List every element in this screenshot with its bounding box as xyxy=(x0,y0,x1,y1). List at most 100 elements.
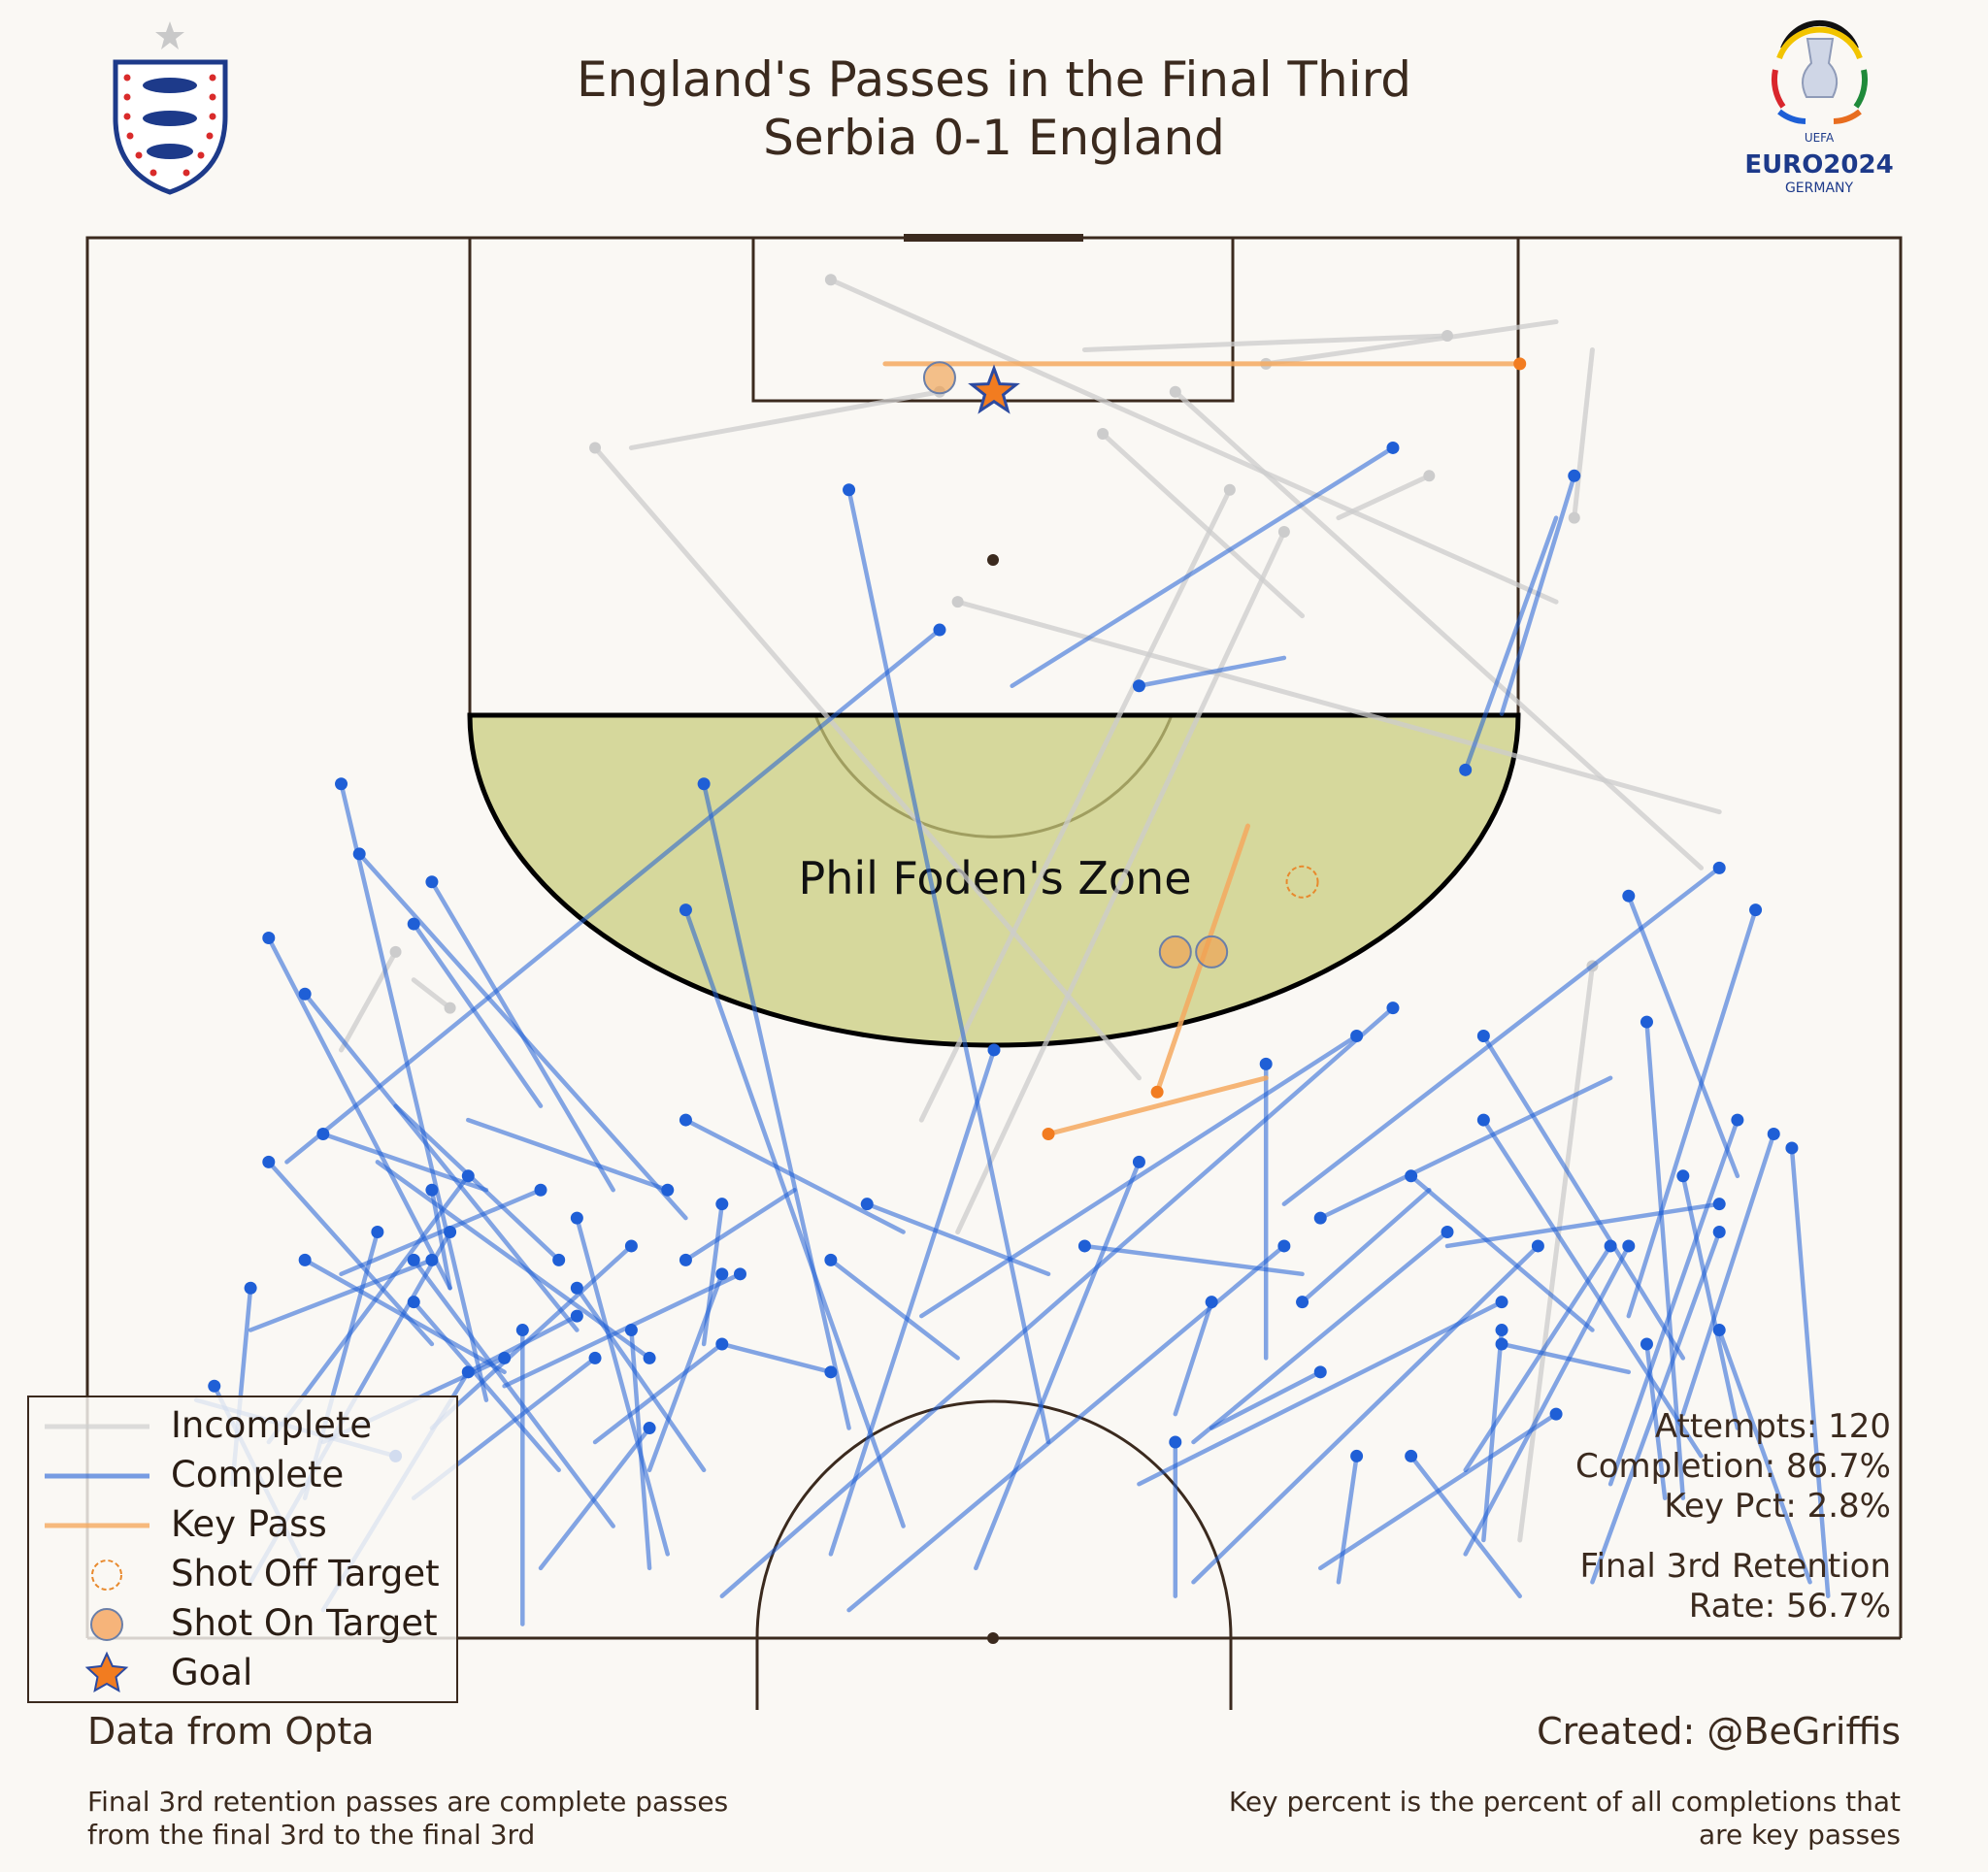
complete-pass-line xyxy=(683,1117,906,1234)
complete-pass-origin xyxy=(1277,1239,1291,1253)
incomplete-pass xyxy=(951,596,1722,815)
complete-pass xyxy=(262,932,452,1291)
incomplete-pass-origin xyxy=(1097,428,1110,441)
complete-pass-line xyxy=(1607,1117,1740,1487)
complete-pass-origin xyxy=(1767,1128,1780,1141)
complete-pass-line xyxy=(248,1258,435,1332)
complete-pass-origin xyxy=(262,932,276,944)
incomplete-pass-origin xyxy=(589,442,602,454)
legend-label: Complete xyxy=(171,1454,345,1495)
complete-pass-origin xyxy=(1676,1169,1690,1183)
complete-pass xyxy=(1463,1239,1617,1473)
complete-pass xyxy=(1495,1337,1632,1375)
incomplete-pass-line xyxy=(955,529,1287,1235)
complete-passes xyxy=(193,441,1831,1626)
svg-text:GERMANY: GERMANY xyxy=(1785,181,1854,196)
complete-pass-line xyxy=(339,781,489,1402)
complete-pass-origin xyxy=(1495,1296,1508,1309)
complete-pass-line xyxy=(411,1258,615,1528)
stat-key-pct: Key Pct: 2.8% xyxy=(1664,1487,1891,1526)
complete-pass-origin xyxy=(298,987,312,1001)
complete-pass xyxy=(1191,1239,1544,1585)
shot-on-target-marker xyxy=(1158,935,1192,969)
incomplete-pass xyxy=(918,483,1236,1123)
complete-pass xyxy=(974,1155,1145,1571)
complete-pass-line xyxy=(1590,1230,1722,1585)
complete-pass-line xyxy=(1408,1454,1522,1598)
incomplete-pass-line xyxy=(1100,431,1306,619)
legend-label: Incomplete xyxy=(171,1404,373,1446)
complete-pass xyxy=(679,903,906,1528)
complete-pass-line xyxy=(719,1341,834,1375)
complete-pass-origin xyxy=(1441,1226,1454,1239)
complete-pass-origin xyxy=(1622,1239,1636,1253)
incomplete-pass-origin xyxy=(444,1002,456,1014)
complete-pass xyxy=(538,1422,656,1571)
complete-pass-line xyxy=(429,1243,634,1430)
england-crest-icon xyxy=(113,21,228,195)
complete-pass-origin xyxy=(570,1281,583,1295)
complete-pass-origin xyxy=(1476,1030,1490,1043)
complete-pass-line xyxy=(302,991,580,1332)
complete-pass xyxy=(515,1324,529,1626)
complete-pass-line xyxy=(1209,1369,1323,1430)
complete-pass-origin xyxy=(1405,1449,1418,1462)
incomplete-pass-line xyxy=(955,599,1722,815)
complete-pass-origin xyxy=(1386,441,1400,454)
incomplete-pass xyxy=(1336,470,1436,521)
complete-pass-origin xyxy=(1785,1141,1799,1155)
complete-pass-line xyxy=(1481,1117,1704,1459)
complete-pass-origin xyxy=(1350,1449,1364,1462)
complete-pass-origin xyxy=(715,1267,729,1281)
incomplete-pass xyxy=(1568,346,1595,524)
complete-pass-line xyxy=(1463,1243,1613,1473)
legend-complete-swatch xyxy=(39,1451,155,1500)
key-pass-line xyxy=(1045,1075,1269,1137)
complete-pass xyxy=(1281,861,1726,1206)
shot-on-target-marker xyxy=(922,361,956,395)
complete-pass-origin xyxy=(1640,1015,1653,1029)
incomplete-pass xyxy=(1169,385,1705,870)
complete-pass-line xyxy=(1137,1299,1505,1487)
complete-pass xyxy=(1590,1226,1726,1585)
incomplete-pass xyxy=(628,385,945,450)
complete-pass-origin xyxy=(1640,1337,1653,1351)
complete-pass xyxy=(352,847,688,1221)
complete-pass xyxy=(1336,1449,1364,1585)
complete-pass xyxy=(1463,1239,1636,1557)
complete-pass-line xyxy=(411,1299,561,1473)
incomplete-pass-line xyxy=(628,389,943,450)
complete-pass-line xyxy=(701,781,851,1430)
complete-pass-line xyxy=(1408,1173,1595,1332)
stat-retention: Final 3rd Retention Rate: 56.7% xyxy=(1579,1547,1891,1626)
complete-pass xyxy=(298,1253,507,1375)
complete-pass-line xyxy=(575,1215,671,1557)
complete-pass xyxy=(719,1341,838,1379)
complete-pass-origin xyxy=(407,1253,420,1266)
complete-pass-origin xyxy=(1712,1198,1726,1211)
complete-pass-line xyxy=(466,1117,671,1193)
complete-pass-line xyxy=(828,1047,997,1557)
complete-pass-line xyxy=(1481,1034,1686,1361)
complete-pass xyxy=(843,483,1051,1445)
complete-pass-line xyxy=(266,936,452,1291)
complete-pass-origin xyxy=(1604,1239,1617,1253)
complete-pass xyxy=(1313,1075,1613,1225)
complete-pass-line xyxy=(683,907,906,1528)
complete-pass-line xyxy=(1499,1341,1632,1375)
complete-pass-origin xyxy=(1132,1155,1145,1168)
key-pass-origin xyxy=(1150,1085,1164,1099)
complete-pass-line xyxy=(1680,1132,1776,1417)
complete-pass xyxy=(1676,1169,1740,1430)
complete-pass xyxy=(697,777,851,1430)
complete-pass xyxy=(824,1253,960,1361)
complete-pass-line xyxy=(1444,1201,1722,1249)
incomplete-pass-origin xyxy=(1568,511,1580,524)
incomplete-pass-line xyxy=(1517,963,1595,1543)
complete-pass-origin xyxy=(298,1253,312,1266)
complete-pass xyxy=(570,1281,707,1473)
complete-pass-origin xyxy=(352,847,366,861)
complete-pass-origin xyxy=(643,1351,656,1364)
complete-pass-line xyxy=(864,1201,1051,1277)
incomplete-pass-origin xyxy=(951,596,964,608)
